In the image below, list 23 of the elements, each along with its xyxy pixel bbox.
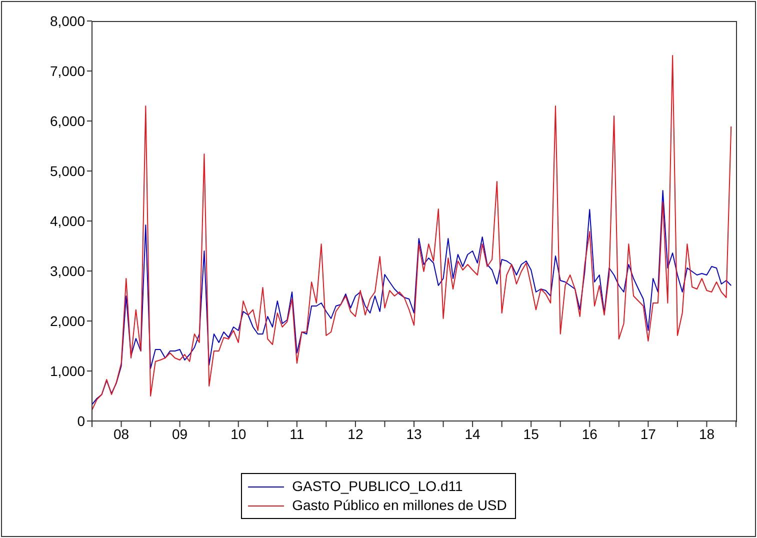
y-tick-label: 4,000 xyxy=(50,212,86,229)
legend-label: GASTO_PUBLICO_LO.d11 xyxy=(292,477,463,496)
y-tick-label: 6,000 xyxy=(50,112,86,129)
y-tick-label: 3,000 xyxy=(50,262,86,279)
legend-label: Gasto Público en millones de USD xyxy=(292,496,507,515)
x-tick-label: 09 xyxy=(172,426,188,442)
x-tick-label: 18 xyxy=(698,426,715,442)
y-tick-label: 2,000 xyxy=(50,312,86,329)
y-tick-label: 1,000 xyxy=(50,362,86,379)
x-tick-label: 11 xyxy=(290,426,304,442)
x-tick-label: 10 xyxy=(230,426,246,442)
x-tick-label: 08 xyxy=(113,426,130,442)
y-tick-label: 7,000 xyxy=(50,62,86,79)
x-tick-label: 12 xyxy=(348,426,364,442)
y-tick-label: 8,000 xyxy=(50,12,86,29)
line-series xyxy=(92,190,732,405)
y-tick-label: 5,000 xyxy=(50,162,86,179)
x-tick-label: 15 xyxy=(523,426,540,442)
x-tick-label: 14 xyxy=(464,426,481,442)
x-tick-label: 17 xyxy=(640,426,656,442)
x-tick-label: 16 xyxy=(582,426,598,442)
x-tick-label: 13 xyxy=(406,426,422,442)
y-tick-label: 0 xyxy=(77,412,86,429)
